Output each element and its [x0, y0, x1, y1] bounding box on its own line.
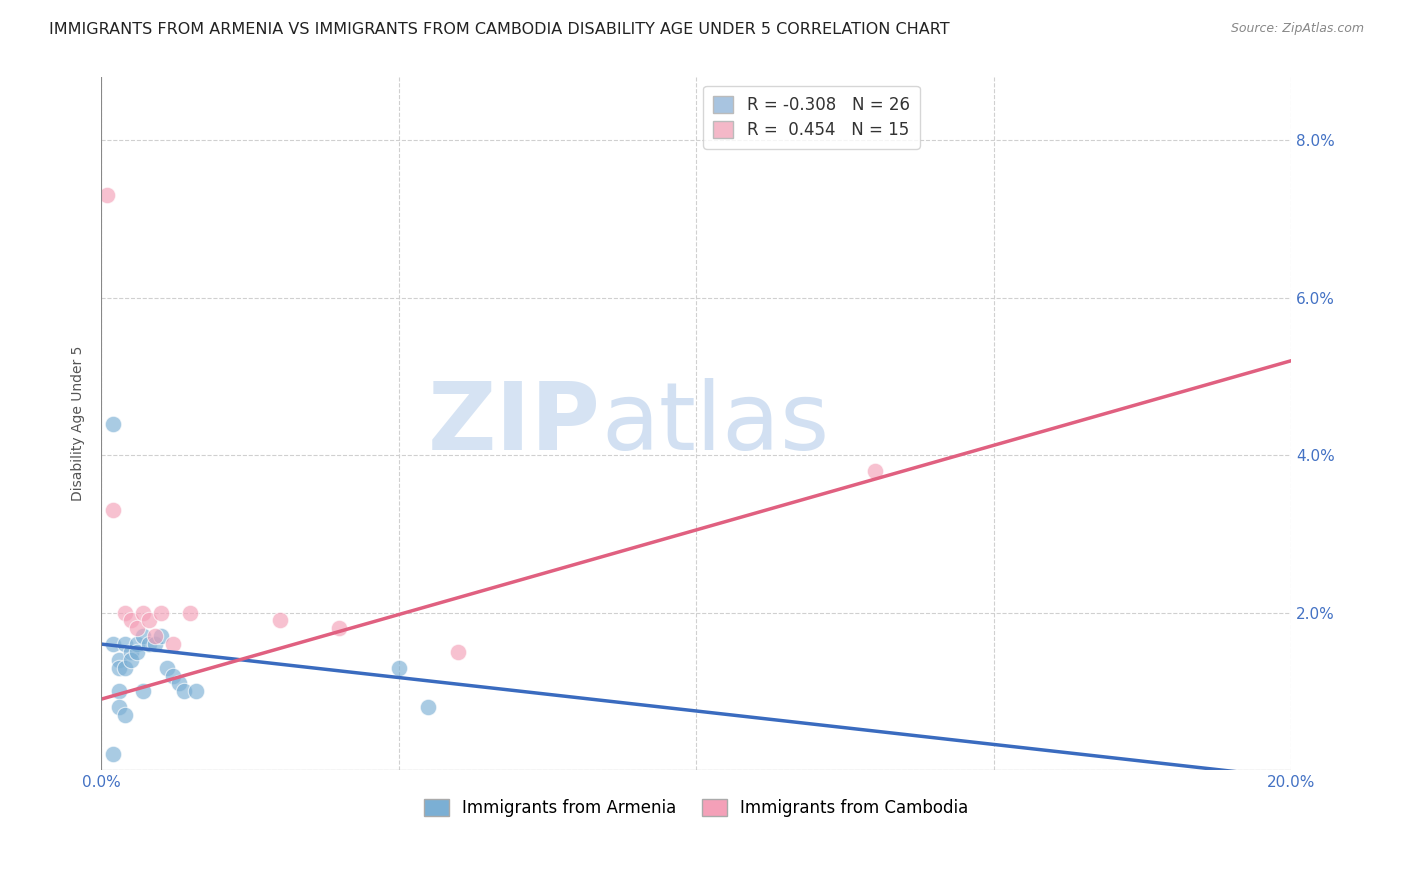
Point: [101, 637, 124, 651]
Point: [863, 464, 886, 478]
Point: [120, 653, 142, 667]
Point: [108, 700, 131, 714]
Point: [447, 645, 470, 659]
Point: [179, 606, 201, 620]
Point: [162, 637, 184, 651]
Point: [143, 629, 166, 643]
Point: [125, 621, 148, 635]
Point: [167, 676, 190, 690]
Text: ZIP: ZIP: [427, 377, 600, 470]
Point: [108, 661, 131, 675]
Point: [186, 684, 208, 698]
Point: [156, 661, 179, 675]
Point: [125, 637, 148, 651]
Point: [132, 684, 155, 698]
Point: [173, 684, 195, 698]
Point: [114, 606, 136, 620]
Point: [114, 707, 136, 722]
Point: [96, 188, 118, 202]
Y-axis label: Disability Age Under 5: Disability Age Under 5: [72, 346, 86, 501]
Point: [418, 700, 440, 714]
Point: [120, 645, 142, 659]
Point: [143, 637, 166, 651]
Legend: Immigrants from Armenia, Immigrants from Cambodia: Immigrants from Armenia, Immigrants from…: [418, 792, 974, 824]
Point: [114, 661, 136, 675]
Point: [388, 661, 411, 675]
Point: [132, 606, 155, 620]
Point: [120, 614, 142, 628]
Point: [108, 653, 131, 667]
Point: [108, 684, 131, 698]
Text: IMMIGRANTS FROM ARMENIA VS IMMIGRANTS FROM CAMBODIA DISABILITY AGE UNDER 5 CORRE: IMMIGRANTS FROM ARMENIA VS IMMIGRANTS FR…: [49, 22, 950, 37]
Point: [328, 621, 350, 635]
Point: [101, 503, 124, 517]
Point: [138, 637, 160, 651]
Point: [101, 417, 124, 431]
Point: [114, 637, 136, 651]
Point: [269, 614, 291, 628]
Point: [101, 747, 124, 762]
Text: atlas: atlas: [600, 377, 830, 470]
Point: [125, 645, 148, 659]
Point: [162, 668, 184, 682]
Point: [149, 629, 172, 643]
Point: [138, 614, 160, 628]
Text: Source: ZipAtlas.com: Source: ZipAtlas.com: [1230, 22, 1364, 36]
Point: [149, 606, 172, 620]
Point: [132, 629, 155, 643]
